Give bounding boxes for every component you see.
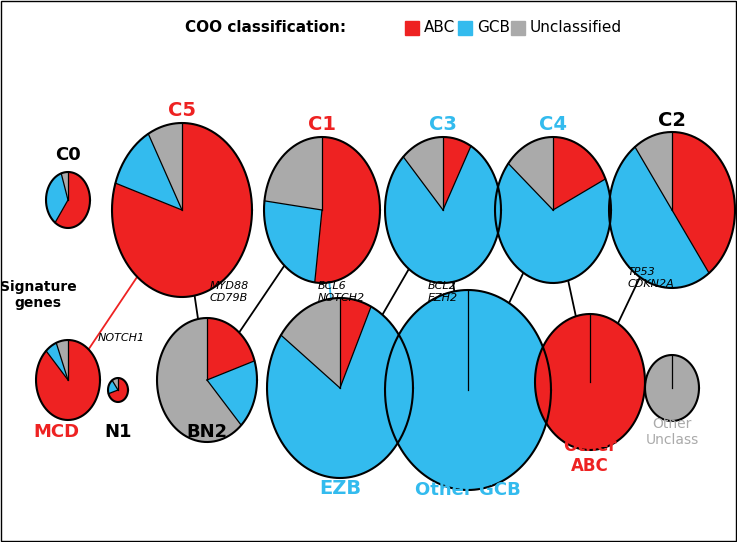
Text: Other
Unclass: Other Unclass [646,417,699,447]
Text: Unclassified: Unclassified [530,21,622,35]
Text: C2: C2 [658,111,686,130]
Polygon shape [265,137,322,210]
Polygon shape [385,146,501,283]
Text: MCD: MCD [33,423,79,441]
Text: COO classification:: COO classification: [185,21,346,35]
Polygon shape [46,343,68,380]
Polygon shape [535,314,645,450]
Text: C3: C3 [429,114,457,133]
Text: ABC: ABC [424,21,455,35]
Text: Signature
genes: Signature genes [0,280,77,310]
Text: N1: N1 [104,423,132,441]
Polygon shape [340,298,371,388]
Polygon shape [315,137,380,283]
Polygon shape [553,137,606,210]
Text: Other
ABC: Other ABC [563,437,617,475]
Polygon shape [672,132,735,273]
Polygon shape [46,173,68,223]
Text: GCB: GCB [477,21,510,35]
Polygon shape [112,123,252,297]
Polygon shape [385,290,551,490]
Text: TP53
CDKN2A: TP53 CDKN2A [628,267,675,289]
Polygon shape [635,132,672,210]
Bar [405,21,419,35]
Polygon shape [403,137,443,210]
Polygon shape [443,137,471,210]
Polygon shape [495,164,611,283]
Polygon shape [207,318,254,380]
Text: MYD88
CD79B: MYD88 CD79B [210,281,249,303]
Polygon shape [148,123,182,210]
Text: C0: C0 [55,146,81,164]
Polygon shape [56,340,68,380]
Bar [511,21,525,35]
Text: C5: C5 [168,100,196,119]
Text: C4: C4 [539,114,567,133]
Bar [458,21,472,35]
Polygon shape [207,361,257,425]
Text: BN2: BN2 [186,423,228,441]
Polygon shape [509,137,553,210]
Polygon shape [112,378,118,390]
Polygon shape [281,298,340,388]
Polygon shape [157,318,241,442]
Polygon shape [108,380,118,393]
Text: BCL2
EZH2: BCL2 EZH2 [428,281,458,303]
Polygon shape [55,172,90,228]
Polygon shape [36,340,100,420]
Polygon shape [645,355,699,421]
Text: C1: C1 [308,114,336,133]
Text: Other GCB: Other GCB [415,481,521,499]
Polygon shape [61,172,68,200]
Polygon shape [108,378,128,402]
Polygon shape [609,147,709,288]
Text: BCL6
NOTCH2: BCL6 NOTCH2 [318,281,365,303]
Polygon shape [267,307,413,478]
Text: NOTCH1: NOTCH1 [98,333,145,343]
Polygon shape [116,134,182,210]
Polygon shape [264,201,322,282]
Text: EZB: EZB [319,479,361,498]
